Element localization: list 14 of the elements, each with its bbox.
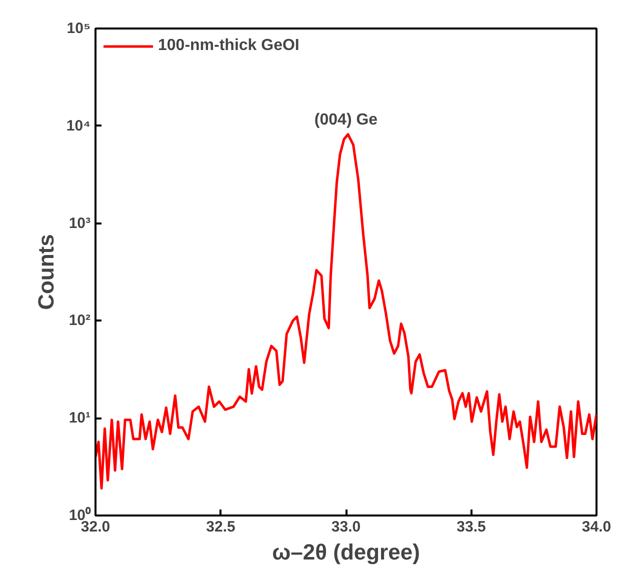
- y-tick-label: 10¹: [68, 410, 91, 427]
- y-tick-label: 10²: [68, 312, 91, 330]
- x-tick-label: 33.5: [456, 518, 486, 536]
- x-tick-label: 34.0: [582, 518, 612, 536]
- y-axis-title: Counts: [33, 234, 58, 310]
- x-axis-title: ω–2θ (degree): [272, 540, 420, 564]
- y-tick-label: 10⁵: [66, 20, 91, 37]
- x-tick-label: 32.5: [206, 518, 236, 536]
- y-tick-label: 10³: [68, 214, 91, 232]
- annotation: (004) Ge: [314, 111, 378, 128]
- y-tick-label: 10⁴: [66, 117, 91, 134]
- legend-label: 100-nm-thick GeOI: [158, 37, 300, 55]
- line-series: [96, 133, 596, 490]
- x-tick-label: 33.0: [331, 518, 361, 536]
